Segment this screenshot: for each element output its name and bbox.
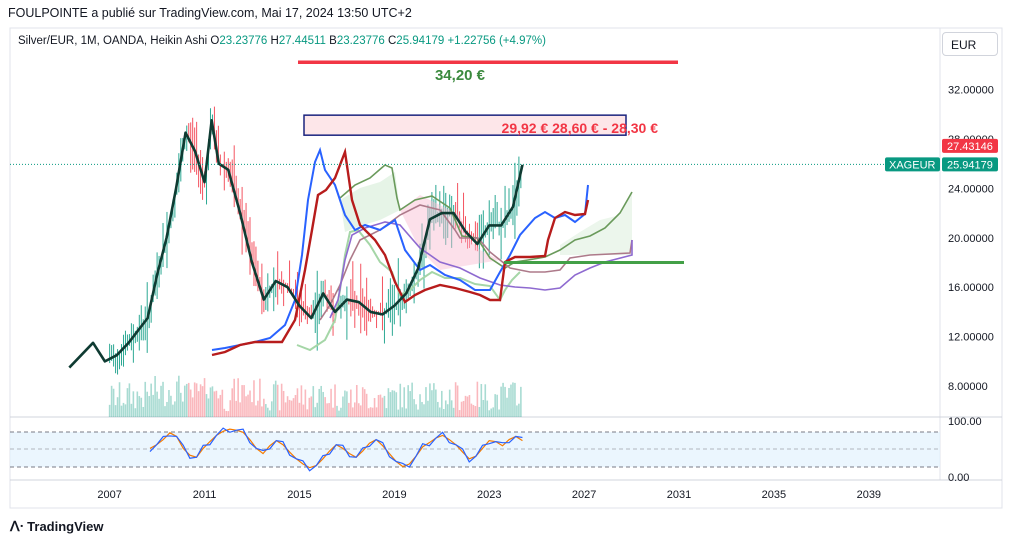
ichimoku-lagging-purple	[329, 221, 633, 319]
open-label: O	[210, 35, 220, 47]
publisher-line: FOULPOINTE a publié sur TradingView.com,…	[8, 6, 412, 20]
x-tick-label: 2019	[382, 489, 406, 501]
close-value: 25.94179	[396, 35, 445, 47]
x-tick-label: 2011	[193, 489, 217, 501]
close-label: C	[387, 35, 397, 47]
chart-frame	[9, 27, 1003, 509]
symbol-tag	[885, 157, 940, 172]
last-price-tag-text: 25.94179	[947, 159, 993, 171]
high-label: H	[270, 35, 279, 47]
symbol-legend: Silver/EUR, 1M, OANDA, Heikin Ashi O23.2…	[18, 35, 546, 47]
last-price-tag	[942, 157, 998, 172]
price-axis-ticks: 8.00000 12.00000 16.00000 20.00000 24.00000 3…	[948, 84, 994, 393]
low-label: B	[329, 35, 337, 47]
zone-label: 29,92 € 28,60 € - 28,30 €	[502, 120, 659, 136]
low-value: 23.23776	[336, 35, 385, 47]
y-tick-label: 20.00000	[948, 233, 994, 245]
symbol-name[interactable]: Silver/EUR, 1M, OANDA, Heikin Ashi	[18, 35, 208, 47]
y-tick-label: 32.00000	[948, 84, 994, 96]
close-price-line	[68, 119, 524, 369]
x-tick-label: 2015	[287, 489, 311, 501]
ichimoku-span-b	[319, 204, 633, 321]
red-indicator-line	[211, 147, 590, 357]
open-value: 23.23776	[219, 35, 268, 47]
x-tick-label: 2039	[857, 489, 881, 501]
x-tick-label: 2035	[762, 489, 786, 501]
currency-button[interactable]: EUR	[942, 32, 998, 56]
rsi-tick-0: 0.00	[948, 472, 969, 484]
volume-bars	[108, 375, 522, 417]
rsi-tick-100: 100.00	[948, 416, 982, 428]
cloud-green-area-future	[560, 192, 632, 255]
target-label: 34,20 €	[435, 67, 486, 84]
time-axis-ticks: 2007 2011 2015 2019 2023 2027 2031 2035 2039	[97, 489, 881, 501]
y-tick-label: 16.00000	[948, 282, 994, 294]
rsi-signal-line	[149, 427, 523, 472]
blue-indicator-line	[211, 146, 589, 351]
high-value: 27.44511	[278, 35, 326, 47]
y-tick-label: 8.00000	[948, 381, 988, 393]
symbol-tag-text: XAGEUR	[889, 159, 936, 171]
x-tick-label: 2027	[572, 489, 596, 501]
resistance-zone[interactable]	[303, 114, 627, 136]
x-tick-label: 2031	[667, 489, 691, 501]
y-tick-label: 24.00000	[948, 183, 994, 195]
tradingview-brand: TradingView	[27, 519, 104, 534]
high-price-tag	[942, 138, 998, 153]
tradingview-logo-icon: ᐱᐧ	[10, 518, 24, 534]
tradingview-logo[interactable]: ᐱᐧ TradingView	[10, 518, 104, 535]
x-tick-label: 2023	[477, 489, 501, 501]
y-tick-label: 12.00000	[948, 332, 994, 344]
change-value: +1.22756 (+4.97%)	[447, 35, 546, 47]
x-tick-label: 2007	[97, 489, 121, 501]
cloud-green-area	[340, 172, 400, 232]
high-price-tag-text: 27.43146	[947, 141, 993, 153]
